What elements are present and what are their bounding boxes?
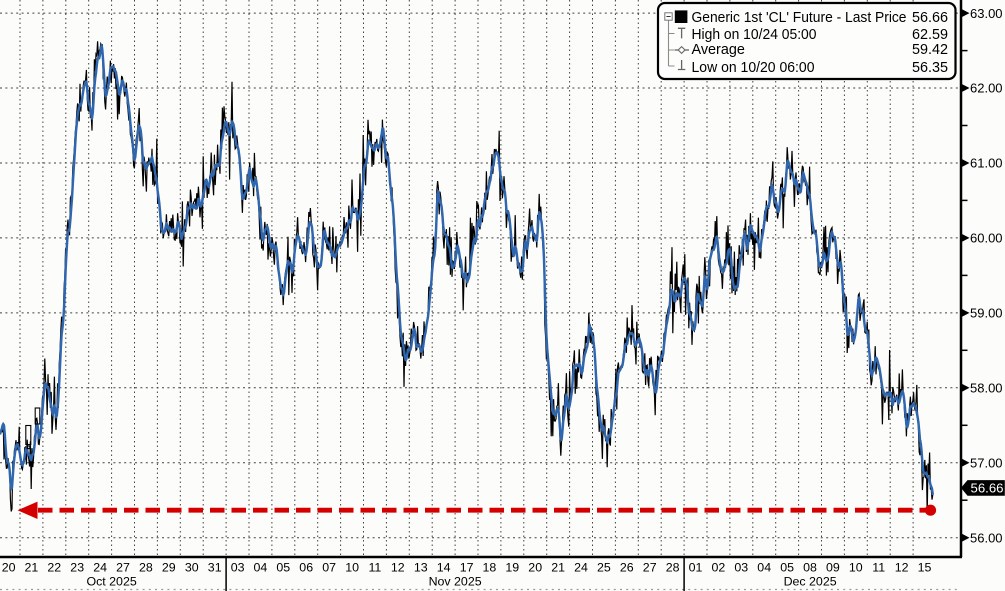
svg-text:15: 15 <box>918 561 932 575</box>
svg-text:60.00: 60.00 <box>970 231 1003 246</box>
svg-text:12: 12 <box>391 561 405 575</box>
svg-text:21: 21 <box>25 561 39 575</box>
svg-text:10: 10 <box>849 561 863 575</box>
svg-text:19: 19 <box>505 561 519 575</box>
svg-text:56.00: 56.00 <box>970 530 1003 545</box>
svg-text:10: 10 <box>345 561 359 575</box>
svg-text:01: 01 <box>689 561 703 575</box>
svg-text:28: 28 <box>139 561 153 575</box>
svg-text:02: 02 <box>712 561 726 575</box>
svg-text:Oct 2025: Oct 2025 <box>86 575 136 589</box>
svg-text:04: 04 <box>757 561 771 575</box>
svg-text:63.00: 63.00 <box>970 6 1003 21</box>
svg-text:18: 18 <box>483 561 497 575</box>
svg-text:24: 24 <box>93 561 107 575</box>
svg-text:High on 10/24 05:00: High on 10/24 05:00 <box>692 27 817 43</box>
svg-text:25: 25 <box>597 561 611 575</box>
svg-text:12: 12 <box>895 561 909 575</box>
svg-text:Low on 10/20 06:00: Low on 10/20 06:00 <box>692 60 815 76</box>
svg-text:05: 05 <box>780 561 794 575</box>
svg-text:27: 27 <box>643 561 657 575</box>
svg-text:59.00: 59.00 <box>970 306 1003 321</box>
svg-text:03: 03 <box>231 561 245 575</box>
svg-text:26: 26 <box>620 561 634 575</box>
svg-text:08: 08 <box>803 561 817 575</box>
svg-text:14: 14 <box>437 561 451 575</box>
svg-text:Nov 2025: Nov 2025 <box>429 575 482 589</box>
svg-text:06: 06 <box>299 561 313 575</box>
svg-text:27: 27 <box>116 561 130 575</box>
svg-text:04: 04 <box>254 561 268 575</box>
svg-text:09: 09 <box>826 561 840 575</box>
svg-text:56.35: 56.35 <box>912 60 948 76</box>
svg-text:Generic 1st 'CL' Future - Last: Generic 1st 'CL' Future - Last Price <box>692 10 907 26</box>
svg-text:62.00: 62.00 <box>970 81 1003 96</box>
svg-text:56.66: 56.66 <box>971 481 1004 496</box>
svg-text:11: 11 <box>368 561 381 575</box>
svg-text:23: 23 <box>70 561 84 575</box>
svg-text:Average: Average <box>692 42 745 58</box>
svg-text:57.00: 57.00 <box>970 455 1003 470</box>
svg-text:29: 29 <box>162 561 176 575</box>
svg-text:22: 22 <box>47 561 61 575</box>
svg-text:61.00: 61.00 <box>970 156 1003 171</box>
svg-text:11: 11 <box>872 561 885 575</box>
svg-text:20: 20 <box>528 561 542 575</box>
svg-text:59.42: 59.42 <box>912 42 948 58</box>
svg-text:20: 20 <box>2 561 16 575</box>
svg-text:58.00: 58.00 <box>970 381 1003 396</box>
svg-text:05: 05 <box>276 561 290 575</box>
svg-text:28: 28 <box>666 561 680 575</box>
svg-text:24: 24 <box>574 561 588 575</box>
svg-text:56.66: 56.66 <box>912 10 948 26</box>
svg-text:30: 30 <box>185 561 199 575</box>
svg-text:03: 03 <box>734 561 748 575</box>
svg-text:07: 07 <box>322 561 336 575</box>
svg-text:13: 13 <box>414 561 428 575</box>
svg-text:17: 17 <box>460 561 474 575</box>
svg-text:31: 31 <box>208 561 222 575</box>
svg-text:21: 21 <box>551 561 565 575</box>
svg-text:62.59: 62.59 <box>912 27 948 43</box>
svg-text:Dec 2025: Dec 2025 <box>784 575 837 589</box>
